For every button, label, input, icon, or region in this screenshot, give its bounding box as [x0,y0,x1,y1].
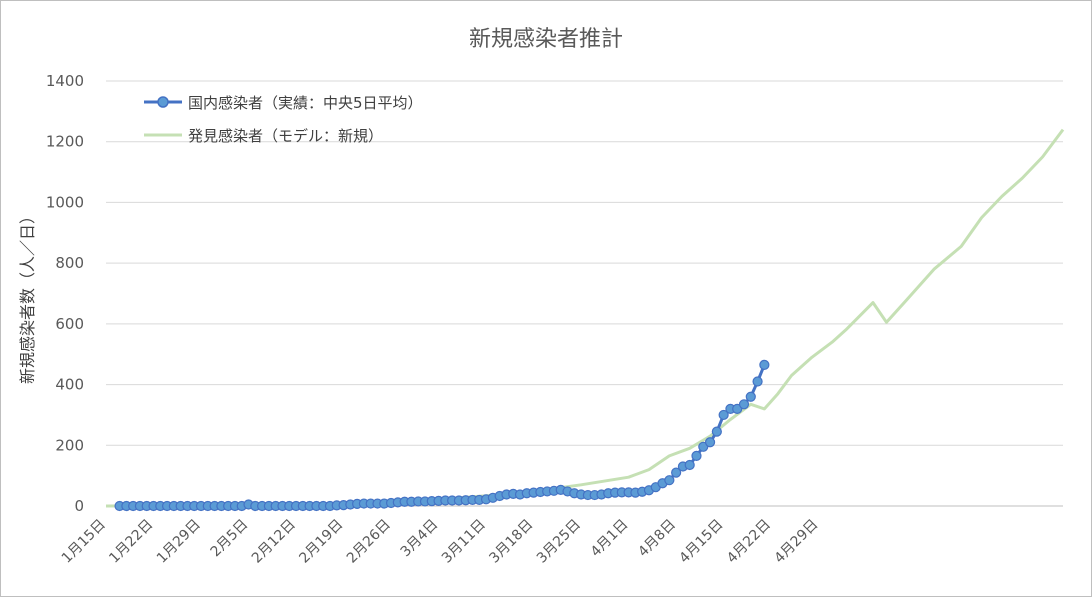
x-tick-label: 4月29日 [771,517,821,567]
y-tick-label: 1200 [46,133,84,151]
series-actual-point [718,409,729,421]
x-tick-label: 4月1日 [588,517,632,561]
series-layer [105,128,1065,512]
y-tick-label: 800 [55,254,84,272]
series-actual-point [711,426,722,437]
x-tick-label: 3月18日 [486,517,536,567]
x-tick-label: 4月22日 [724,517,774,567]
chart-title: 新規感染者推計 [469,27,623,52]
legend-entry-model: 発見感染者（モデル：新規） [144,127,383,145]
y-tick-label: 400 [55,376,84,394]
y-tick-label: 0 [74,497,84,515]
x-tick-label: 3月4日 [398,517,442,561]
x-tick-label: 1月29日 [154,517,204,567]
x-tick-label: 1月15日 [59,517,109,567]
x-tick-label: 3月25日 [534,517,584,567]
y-tick-label: 1400 [46,72,84,90]
series-actual-point [745,391,756,402]
x-tick-label: 3月11日 [439,517,489,567]
series-actual-point [704,437,716,448]
series-actual-point [664,475,675,486]
y-tick-label: 200 [55,436,84,454]
legend-entry-actual: 国内感染者（実績：中央5日平均） [144,94,423,112]
series-actual-point [691,450,702,462]
series-actual-point [738,399,750,410]
y-tick-label: 600 [55,315,84,333]
grid-lines [106,80,1063,507]
x-tick-label: 4月15日 [676,517,726,567]
y-axis-ticks: 0 200 400 600 800 1000 1200 1400 [46,72,84,515]
x-tick-label: 1月22日 [106,517,156,567]
x-tick-label: 2月26日 [344,517,394,567]
y-axis-label: 新規感染者数（人／日） [18,208,37,384]
series-actual-point [671,467,682,478]
y-tick-label: 1000 [46,193,84,211]
legend-label-model: 発見感染者（モデル：新規） [188,127,383,145]
x-tick-label: 4月8日 [635,517,679,561]
legend: 国内感染者（実績：中央5日平均） 発見感染者（モデル：新規） [144,94,423,145]
series-actual-point [752,376,763,387]
x-tick-label: 2月19日 [296,517,346,567]
series-model-line [105,128,1065,508]
x-tick-label: 2月12日 [249,517,299,567]
x-tick-label: 2月5日 [208,517,252,561]
legend-label-actual: 国内感染者（実績：中央5日平均） [188,94,423,112]
series-actual-point [684,459,695,471]
series-actual-point [759,359,770,370]
